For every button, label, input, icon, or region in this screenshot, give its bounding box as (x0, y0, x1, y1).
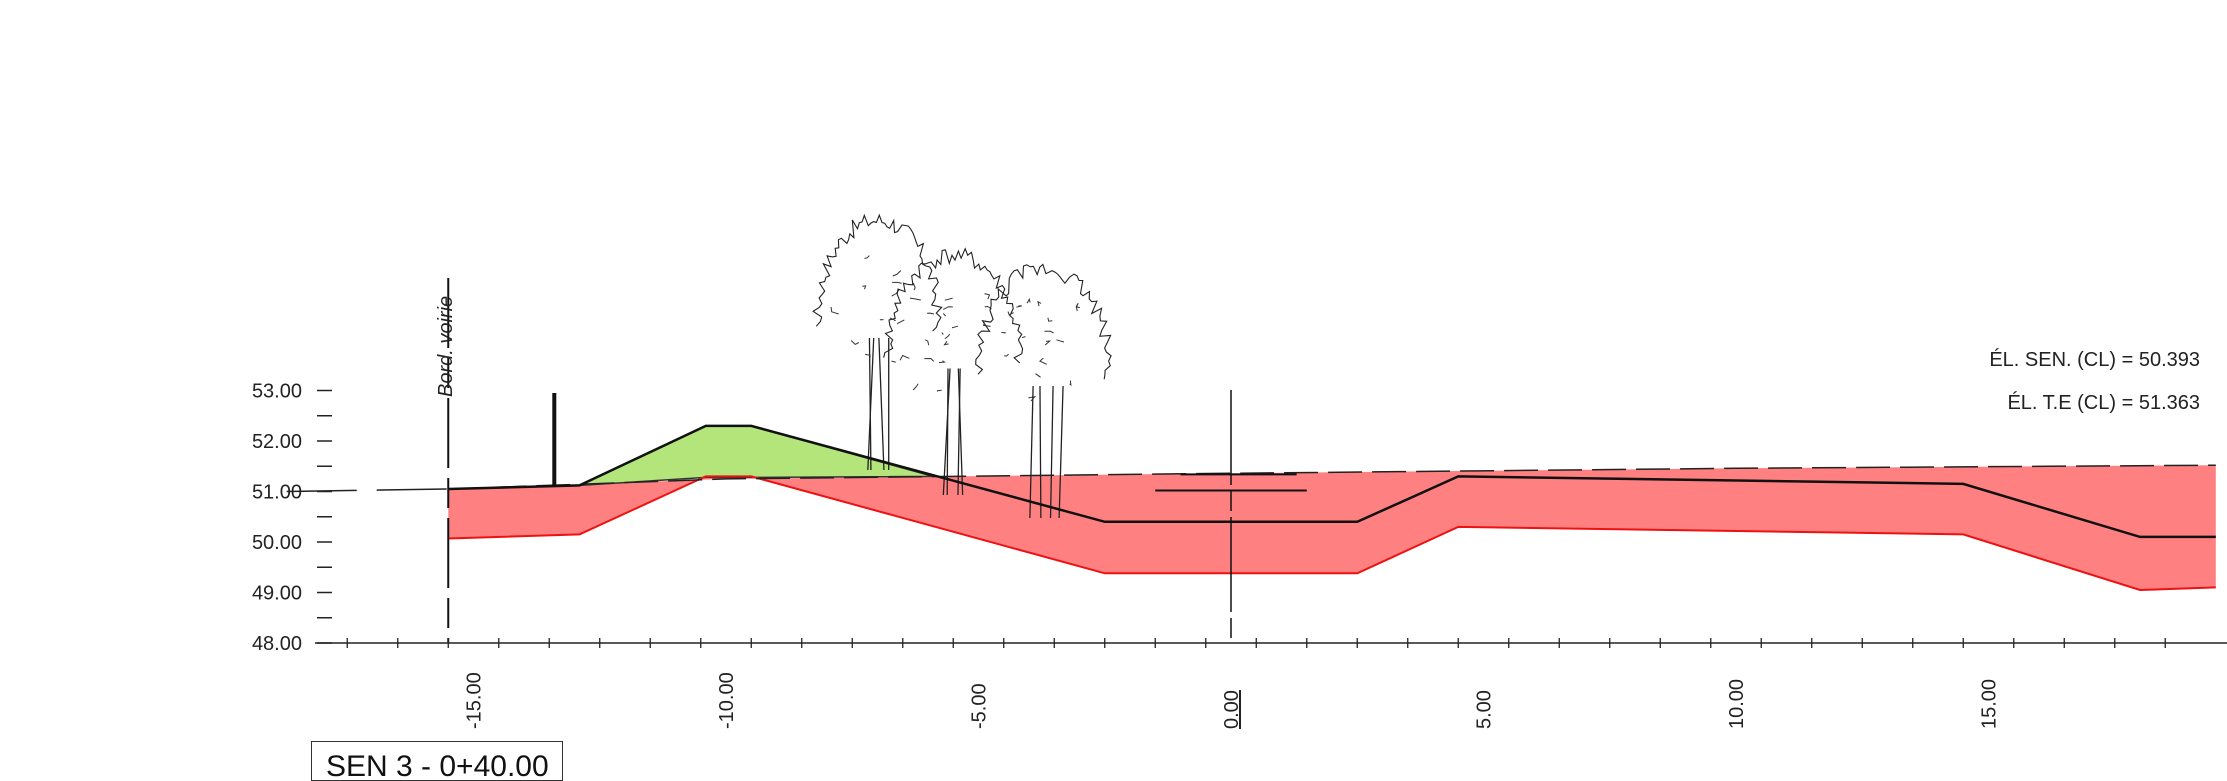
y-axis-label: 53.00 (252, 381, 302, 403)
tree-foliage-stroke (898, 320, 905, 324)
x-axis-label: -5.00 (969, 683, 991, 729)
tree-canopy (813, 215, 942, 331)
tree-foliage-stroke (927, 313, 934, 314)
tree-trunk (1040, 386, 1041, 518)
left-ground-line (287, 489, 449, 492)
tree-foliage-stroke (1040, 358, 1047, 364)
tree-foliage-stroke (1028, 397, 1034, 401)
tree-foliage-stroke (913, 384, 918, 390)
tree-foliage-stroke (851, 341, 859, 345)
tree-foliage-stroke (892, 361, 896, 362)
y-axis-label: 50.00 (252, 532, 302, 554)
tree-trunk (879, 338, 884, 470)
natural-ground-elevation-note: ÉL. T.E (CL) = 51.363 (2007, 391, 2200, 414)
tree-foliage-stroke (985, 294, 990, 300)
tree-foliage-stroke (1070, 381, 1071, 385)
profile-lines-layer (287, 278, 2216, 643)
tree-foliage-stroke (900, 356, 909, 361)
tree-foliage-stroke (1038, 302, 1041, 306)
tree-foliage-stroke (942, 333, 944, 335)
tree-foliage-stroke (913, 283, 915, 290)
tree-foliage-stroke (945, 334, 950, 339)
tree-foliage-stroke (925, 340, 928, 345)
tree-foliage-stroke (831, 307, 839, 314)
tree-foliage-stroke (1001, 333, 1005, 334)
section-title-box: SEN 3 - 0+40.00 (311, 741, 563, 781)
tree-foliage-stroke (1045, 341, 1050, 345)
tree-foliage-stroke (1036, 374, 1041, 378)
tree-foliage-stroke (945, 341, 949, 345)
x-axis-label: 15.00 (1979, 679, 2001, 729)
tree-foliage-stroke (953, 326, 958, 328)
tree-foliage-stroke (924, 359, 933, 362)
tree-foliage-stroke (910, 298, 921, 300)
tree-foliage-stroke (862, 286, 865, 289)
tree-foliage-stroke (1022, 337, 1025, 338)
tree-middle (884, 249, 1023, 495)
tree-foliage-stroke (1004, 354, 1008, 356)
x-axis-label: -10.00 (716, 672, 738, 729)
road-edge-label: Bord. voirie (435, 296, 457, 397)
tree-left (813, 215, 942, 470)
y-axis-label: 49.00 (252, 583, 302, 605)
tree-foliage-stroke (1027, 299, 1030, 303)
x-axis-label: -15.00 (464, 672, 486, 729)
tree-foliage-stroke (1016, 306, 1022, 307)
tree-foliage-stroke (893, 271, 901, 276)
x-axis-label: 10.00 (1726, 679, 1748, 729)
tree-foliage-stroke (943, 313, 945, 316)
y-axis-label: 51.00 (252, 482, 302, 504)
tree-foliage-stroke (943, 307, 953, 310)
tree-foliage-stroke (939, 361, 944, 363)
tree-foliage-stroke (865, 256, 870, 259)
section-title: SEN 3 - 0+40.00 (326, 750, 549, 781)
tree-foliage-stroke (945, 298, 953, 300)
trail-elevation-note: ÉL. SEN. (CL) = 50.393 (1989, 348, 2200, 371)
tree-foliage-stroke (1048, 318, 1052, 321)
fill-layer (448, 426, 2216, 590)
y-axis-label: 48.00 (252, 633, 302, 655)
tree-canopy (976, 264, 1111, 379)
embankment-fill (580, 426, 934, 486)
tree-foliage-stroke (892, 282, 902, 283)
tree-foliage-stroke (937, 390, 942, 391)
y-axis-label: 52.00 (252, 431, 302, 453)
tree-foliage-stroke (1057, 340, 1064, 342)
x-axis-label: 0.00 (1221, 690, 1243, 729)
labels-layer: ÉL. SEN. (CL) = 50.393 ÉL. T.E (CL) = 51… (435, 296, 2200, 414)
tree-foliage-stroke (1044, 331, 1053, 333)
cross-section-drawing: 53.00 52.00 51.00 50.00 49.00 48.00 -15.00 -10.… (0, 0, 2227, 765)
x-axis-label: 5.00 (1474, 690, 1496, 729)
tree-canopy (884, 249, 1023, 363)
